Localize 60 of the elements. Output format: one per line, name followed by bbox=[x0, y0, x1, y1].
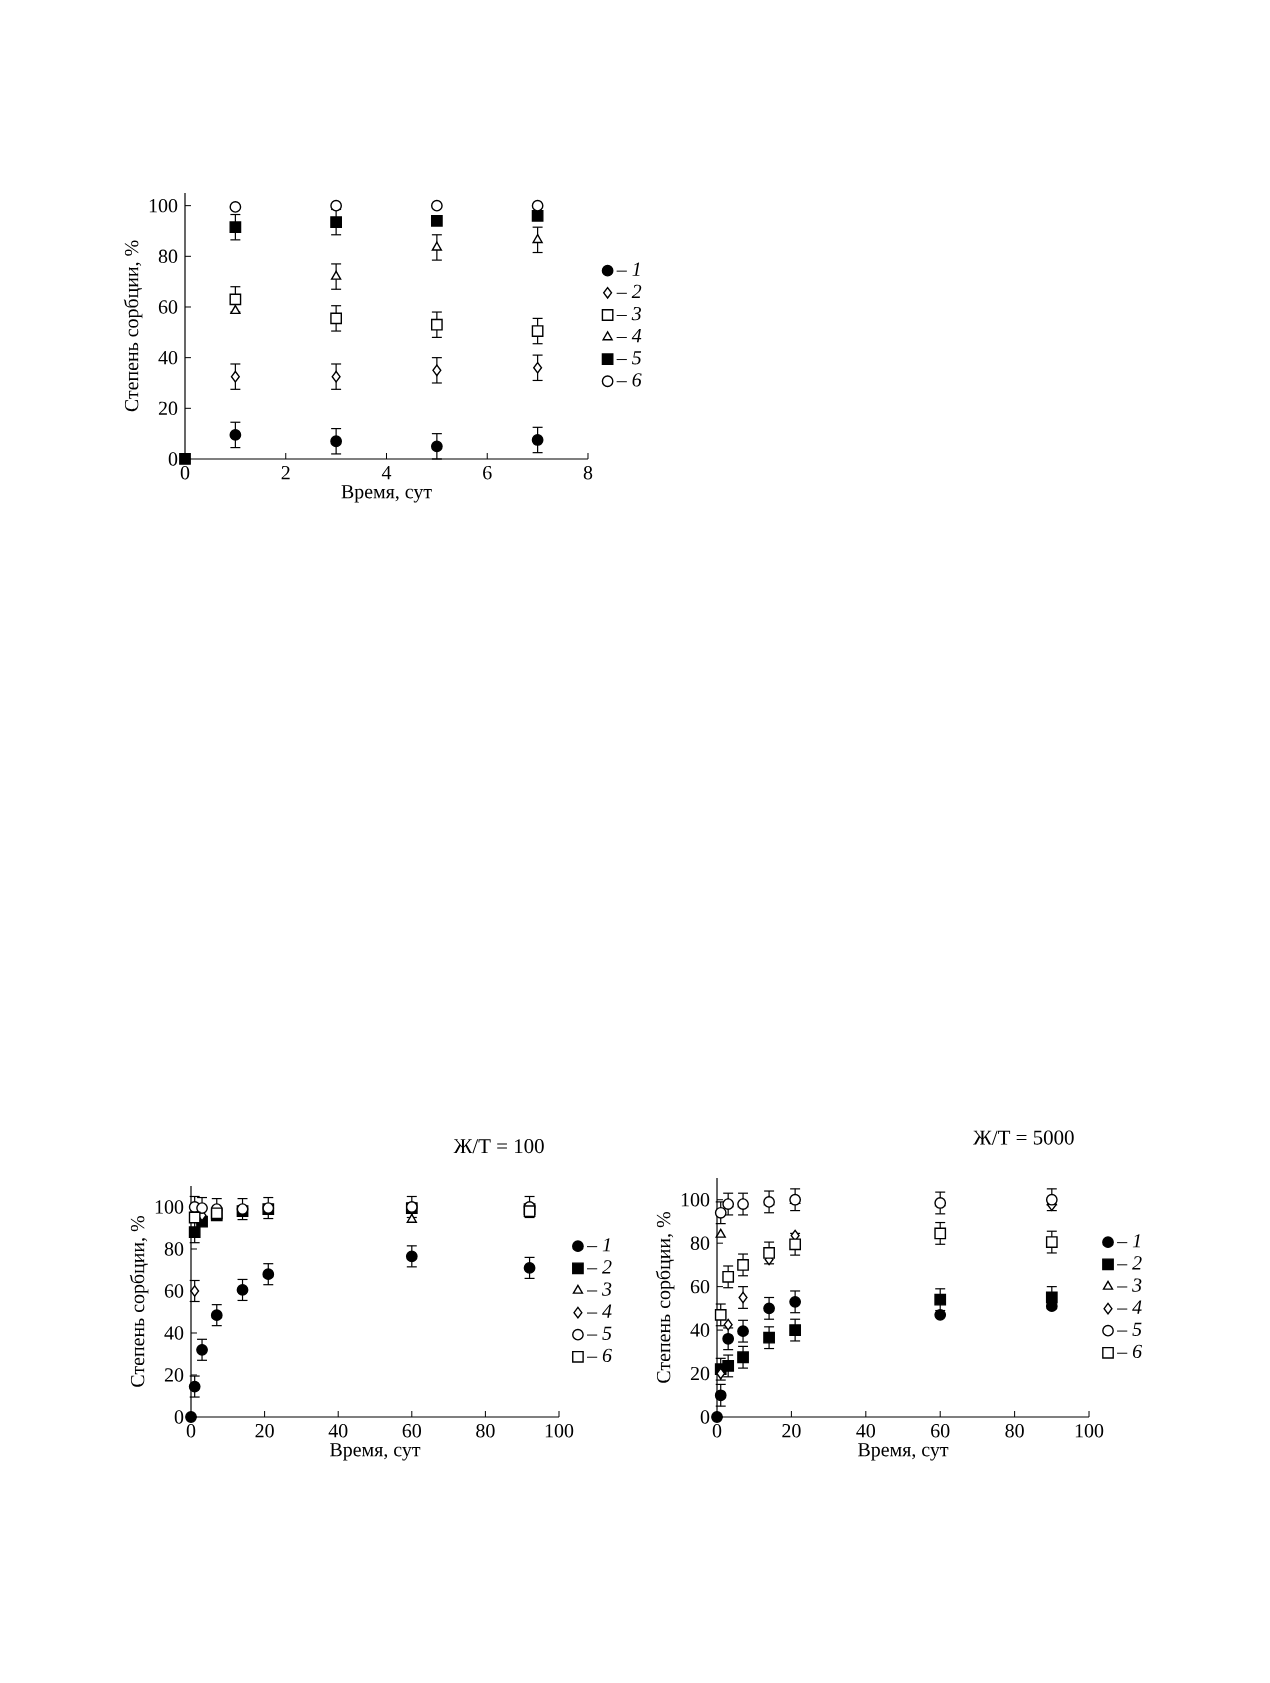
x-tick-label: 60 bbox=[931, 1424, 950, 1438]
x-axis-title: Время, сут bbox=[341, 485, 432, 503]
y-tick-label: 60 bbox=[158, 300, 178, 314]
y-tick-label: 80 bbox=[158, 249, 178, 264]
y-axis-title: Степень сорбции, % bbox=[123, 240, 143, 412]
legend-label: – 2 bbox=[586, 1260, 612, 1274]
legend-label: – 4 bbox=[616, 329, 642, 343]
x-tick-label: 40 bbox=[856, 1424, 876, 1438]
x-axis-title: Время, сут bbox=[330, 1443, 421, 1461]
y-tick-label: 0 bbox=[174, 1410, 184, 1424]
legend-label: – 2 bbox=[1117, 1256, 1142, 1270]
y-tick-label: 40 bbox=[164, 1326, 184, 1340]
x-tick-label: 6 bbox=[483, 466, 492, 480]
y-tick-label: 20 bbox=[158, 401, 178, 416]
x-tick-label: 2 bbox=[281, 466, 290, 480]
legend-label: – 1 bbox=[586, 1238, 610, 1252]
y-tick-label: 100 bbox=[681, 1193, 710, 1207]
y-tick-label: 80 bbox=[690, 1236, 710, 1250]
y-tick-label: 60 bbox=[164, 1284, 184, 1298]
y-tick-label: 80 bbox=[164, 1242, 184, 1256]
chart-title: Ж/Т = 5000 bbox=[973, 1130, 1074, 1145]
x-tick-label: 100 bbox=[545, 1424, 574, 1438]
legend-label: – 2 bbox=[616, 284, 642, 298]
legend-label: – 3 bbox=[1117, 1278, 1142, 1292]
legend-label: – 1 bbox=[616, 262, 640, 276]
x-tick-label: 80 bbox=[1005, 1424, 1024, 1438]
y-axis-title: Степень сорбции, % bbox=[655, 1212, 675, 1383]
legend-label: – 4 bbox=[586, 1304, 612, 1318]
y-tick-label: 100 bbox=[149, 198, 178, 213]
legend-label: – 5 bbox=[1117, 1322, 1142, 1336]
x-tick-label: 0 bbox=[186, 1424, 196, 1438]
y-tick-label: 0 bbox=[700, 1410, 710, 1424]
x-tick-label: 100 bbox=[1075, 1424, 1104, 1438]
legend-label: – 1 bbox=[1117, 1234, 1140, 1248]
legend-label: – 5 bbox=[616, 351, 642, 365]
legend-label: – 6 bbox=[1117, 1344, 1142, 1359]
chart-title: Ж/Т = 100 bbox=[453, 1139, 544, 1154]
legend-label: – 5 bbox=[586, 1326, 612, 1340]
y-axis-title: Степень сорбции, % bbox=[129, 1216, 149, 1387]
x-tick-label: 80 bbox=[476, 1424, 495, 1438]
y-tick-label: 20 bbox=[164, 1368, 184, 1382]
x-tick-label: 4 bbox=[381, 466, 392, 480]
y-tick-label: 100 bbox=[155, 1200, 184, 1214]
legend-label: – 6 bbox=[586, 1348, 612, 1363]
y-tick-label: 40 bbox=[158, 350, 178, 365]
legend-label: – 4 bbox=[1117, 1300, 1142, 1314]
x-axis-title: Время, сут bbox=[858, 1443, 949, 1461]
y-tick-label: 0 bbox=[168, 452, 178, 466]
legend-label: – 6 bbox=[616, 373, 642, 387]
y-tick-label: 20 bbox=[690, 1366, 710, 1381]
x-tick-label: 20 bbox=[255, 1424, 274, 1438]
x-tick-label: 40 bbox=[328, 1424, 348, 1438]
x-tick-label: 20 bbox=[782, 1424, 801, 1438]
x-tick-label: 0 bbox=[712, 1424, 722, 1438]
x-tick-label: 8 bbox=[583, 466, 593, 480]
legend-label: – 3 bbox=[586, 1282, 612, 1296]
y-tick-label: 40 bbox=[690, 1323, 710, 1337]
legend-label: – 3 bbox=[616, 306, 641, 321]
y-tick-label: 60 bbox=[690, 1279, 710, 1294]
x-tick-label: 60 bbox=[402, 1424, 422, 1438]
